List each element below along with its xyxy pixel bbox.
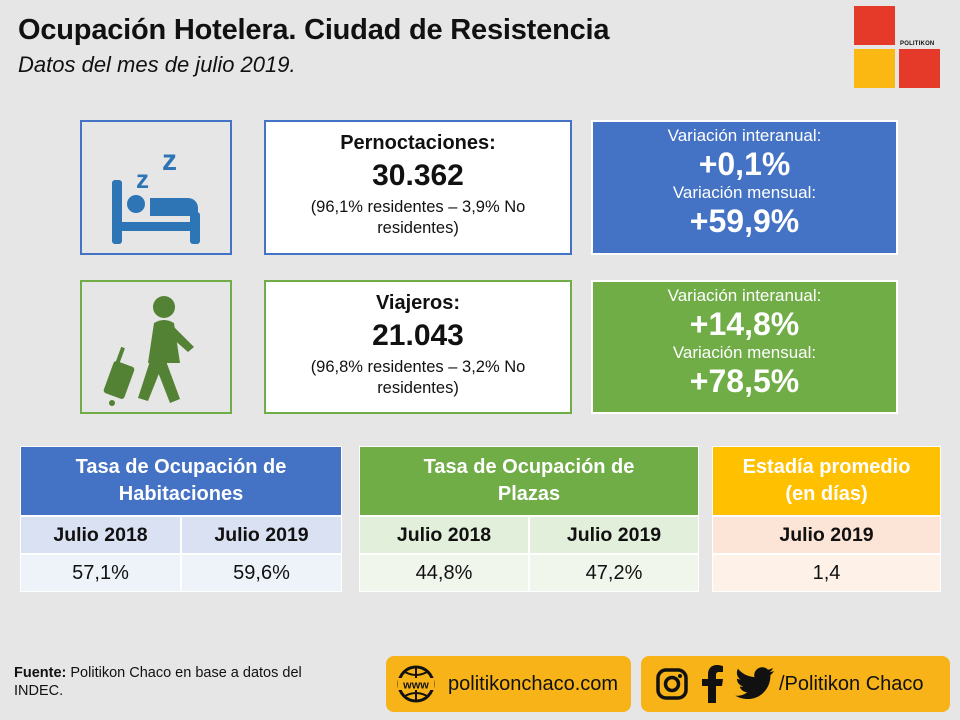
viajeros-box: Viajeros: 21.043 (96,8% residentes – 3,2…: [264, 280, 572, 414]
estadia-title-line2: (en días): [785, 483, 868, 505]
plazas-title-line1: Tasa de Ocupación de: [423, 456, 635, 478]
website-link[interactable]: www politikonchaco.com: [386, 656, 631, 712]
habitaciones-table: Tasa de Ocupación de Habitaciones Julio …: [20, 446, 342, 592]
website-text: politikonchaco.com: [448, 672, 619, 695]
pernoctaciones-interanual-value: +0,1%: [698, 146, 791, 182]
pernoctaciones-box: Pernoctaciones: 30.362 (96,1% residentes…: [264, 120, 572, 255]
estadia-col-2019: Julio 2019: [713, 515, 940, 553]
pernoctaciones-mensual-value: +59,9%: [689, 203, 800, 239]
plazas-table: Tasa de Ocupación de Plazas Julio 2018 J…: [359, 446, 699, 592]
viajeros-variacion-box: Variación interanual: +14,8% Variación m…: [591, 280, 898, 414]
svg-text:z: z: [162, 144, 177, 177]
page-title: Ocupación Hotelera. Ciudad de Resistenci…: [18, 14, 610, 46]
habitaciones-title-line2: Habitaciones: [118, 483, 244, 505]
habitaciones-title-line1: Tasa de Ocupación de: [75, 456, 287, 478]
viajeros-value: 21.043: [372, 319, 464, 352]
viajeros-mensual-value: +78,5%: [689, 363, 800, 399]
viajeros-icon-box: [80, 280, 232, 414]
plazas-col-2018: Julio 2018: [360, 515, 530, 553]
pernoctaciones-mensual-label: Variación mensual:: [672, 183, 817, 202]
page-subtitle: Datos del mes de julio 2019.: [18, 52, 296, 77]
viajeros-label: Viajeros:: [375, 292, 461, 314]
logo-text: POLITIKON: [900, 41, 935, 47]
sleeping-bed-icon: z z: [112, 144, 200, 244]
plazas-table-title: Tasa de Ocupación de Plazas: [360, 447, 698, 515]
habitaciones-table-title: Tasa de Ocupación de Habitaciones: [21, 447, 341, 515]
estadia-val-2019: 1,4: [713, 553, 940, 591]
twitter-icon[interactable]: [735, 667, 775, 701]
plazas-col-2019: Julio 2019: [530, 515, 698, 553]
estadia-table: Estadía promedio (en días) Julio 2019 1,…: [712, 446, 941, 592]
pernoctaciones-interanual-label: Variación interanual:: [667, 126, 822, 145]
habitaciones-val-2019: 59,6%: [182, 553, 341, 591]
pernoctaciones-value: 30.362: [372, 159, 464, 192]
social-handle-text: /Politikon Chaco: [779, 672, 924, 695]
instagram-icon[interactable]: [655, 667, 689, 701]
pernoctaciones-variacion-box: Variación interanual: +0,1% Variación me…: [591, 120, 898, 255]
estadia-title-line1: Estadía promedio: [742, 456, 911, 478]
estadia-table-title: Estadía promedio (en días): [713, 447, 940, 515]
social-links: /Politikon Chaco: [641, 656, 950, 712]
pernoctaciones-icon-box: z z: [80, 120, 232, 255]
plazas-val-2019: 47,2%: [530, 553, 698, 591]
plazas-val-2018: 44,8%: [360, 553, 530, 591]
viajeros-interanual-value: +14,8%: [689, 306, 800, 342]
www-globe-icon: www: [397, 665, 435, 703]
svg-text:z: z: [136, 164, 149, 194]
habitaciones-col-2018: Julio 2018: [21, 515, 182, 553]
facebook-icon[interactable]: [701, 665, 725, 703]
pernoctaciones-label: Pernoctaciones:: [340, 132, 496, 154]
politikon-logo: POLITIKON: [854, 6, 942, 88]
source-note: Fuente: Politikon Chaco en base a datos …: [14, 664, 354, 700]
habitaciones-val-2018: 57,1%: [21, 553, 182, 591]
svg-text:www: www: [402, 680, 429, 692]
pernoctaciones-detail: (96,1% residentes – 3,9% No residentes): [310, 198, 526, 237]
source-label: Fuente:: [14, 665, 67, 681]
habitaciones-col-2019: Julio 2019: [182, 515, 341, 553]
traveler-with-suitcase-icon: [103, 296, 194, 406]
viajeros-detail: (96,8% residentes – 3,2% No residentes): [310, 358, 526, 397]
viajeros-mensual-label: Variación mensual:: [672, 343, 817, 362]
viajeros-interanual-label: Variación interanual:: [667, 286, 822, 305]
source-text: Politikon Chaco en base a datos del INDE…: [14, 665, 302, 699]
plazas-title-line2: Plazas: [497, 483, 561, 505]
